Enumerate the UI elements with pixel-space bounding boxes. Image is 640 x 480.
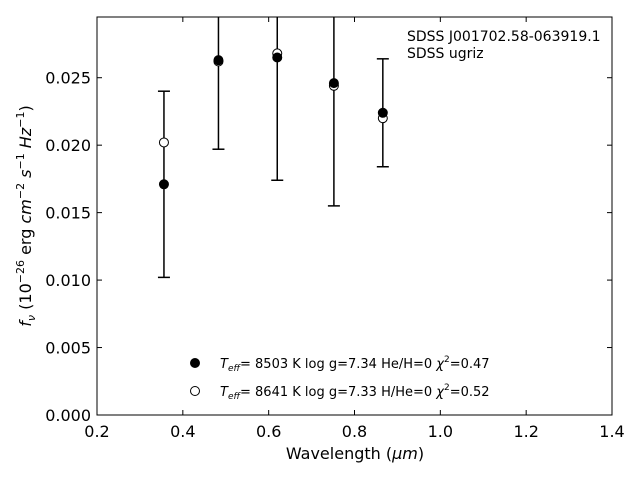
x-tick-label: 1.4 xyxy=(599,422,624,441)
data-point-open xyxy=(158,137,169,148)
x-tick-label: 0.6 xyxy=(256,422,281,441)
legend-marker-open xyxy=(190,386,200,396)
y-tick-label: 0.025 xyxy=(45,69,91,88)
y-tick-label: 0.005 xyxy=(45,339,91,358)
annotation-line-1: SDSS J001702.58-063919.1 xyxy=(407,29,601,45)
data-points xyxy=(158,48,388,190)
x-tick-label: 1.2 xyxy=(513,422,538,441)
y-axis-title: fν (10−26 erg cm−2 s−1 Hz−1) xyxy=(14,105,38,326)
y-tick-label: 0.010 xyxy=(45,271,91,290)
data-point-filled xyxy=(158,179,169,190)
x-tick-label: 1.0 xyxy=(428,422,453,441)
x-axis-ticks: 0.2 0.4 0.6 0.8 1.0 1.2 1.4 xyxy=(84,17,625,441)
plot-frame xyxy=(96,16,613,416)
legend-entry-1: Teff= 8503 K log g=7.34 He/H=0 χ2=0.47 xyxy=(220,355,490,374)
x-tick-label: 0.2 xyxy=(84,422,109,441)
legend: Teff= 8503 K log g=7.34 He/H=0 χ2=0.47 T… xyxy=(190,355,490,402)
x-tick-label: 0.8 xyxy=(342,422,367,441)
data-point-filled xyxy=(377,107,388,118)
data-point-filled xyxy=(328,78,339,89)
data-point-filled xyxy=(272,52,283,63)
x-axis-title: Wavelength (μm) xyxy=(286,444,424,463)
x-tick-label: 0.4 xyxy=(170,422,195,441)
legend-entry-2: Teff= 8641 K log g=7.33 H/He=0 χ2=0.52 xyxy=(220,383,490,402)
annotation-line-2: SDSS ugriz xyxy=(407,46,484,62)
y-axis-ticks: 0.000 0.005 0.010 0.015 0.020 0.025 xyxy=(45,69,612,425)
error-bars xyxy=(157,17,389,279)
y-tick-label: 0.015 xyxy=(45,204,91,223)
y-tick-label: 0.000 xyxy=(45,406,91,425)
legend-marker-filled xyxy=(190,358,200,368)
y-tick-label: 0.020 xyxy=(45,136,91,155)
data-point-filled xyxy=(213,55,224,66)
